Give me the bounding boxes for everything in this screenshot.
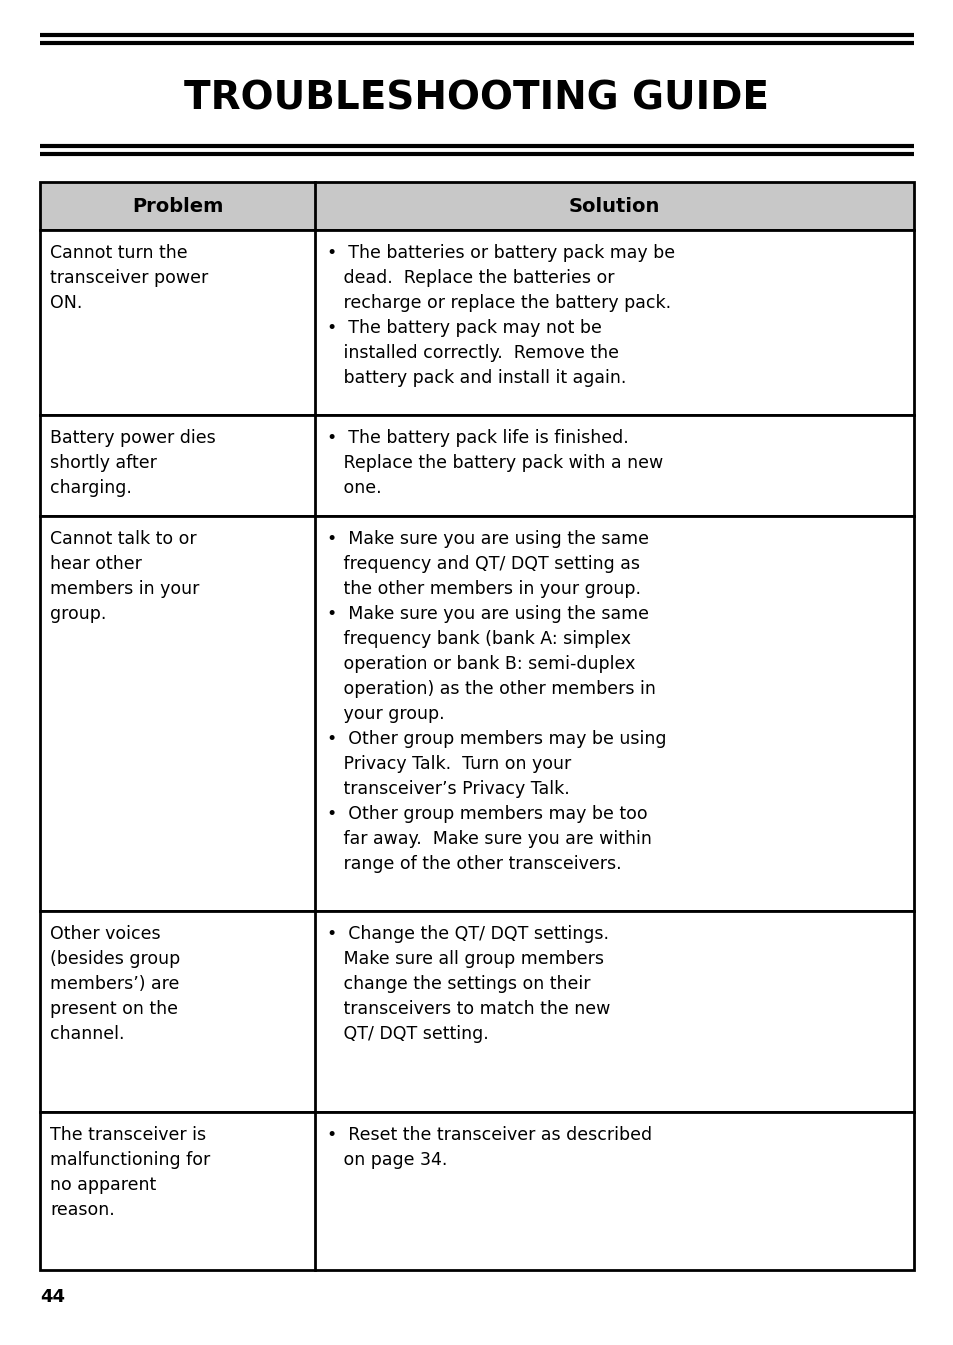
Text: The transceiver is
malfunctioning for
no apparent
reason.: The transceiver is malfunctioning for no… bbox=[50, 1126, 210, 1219]
Text: Other voices
(besides group
members’) are
present on the
channel.: Other voices (besides group members’) ar… bbox=[50, 925, 180, 1044]
Text: •  The battery pack life is finished.
   Replace the battery pack with a new
   : • The battery pack life is finished. Rep… bbox=[327, 429, 663, 498]
Bar bbox=[40, 182, 913, 230]
Text: Problem: Problem bbox=[132, 196, 223, 215]
Text: •  Change the QT/ DQT settings.
   Make sure all group members
   change the set: • Change the QT/ DQT settings. Make sure… bbox=[327, 925, 610, 1044]
Bar bbox=[40, 416, 913, 515]
Text: Battery power dies
shortly after
charging.: Battery power dies shortly after chargin… bbox=[50, 429, 215, 498]
Bar bbox=[40, 912, 913, 1112]
Bar bbox=[40, 1112, 913, 1270]
Text: TROUBLESHOOTING GUIDE: TROUBLESHOOTING GUIDE bbox=[184, 79, 769, 117]
Text: Cannot talk to or
hear other
members in your
group.: Cannot talk to or hear other members in … bbox=[50, 530, 199, 623]
Text: •  Make sure you are using the same
   frequency and QT/ DQT setting as
   the o: • Make sure you are using the same frequ… bbox=[327, 530, 666, 873]
Bar bbox=[40, 515, 913, 912]
Text: •  The batteries or battery pack may be
   dead.  Replace the batteries or
   re: • The batteries or battery pack may be d… bbox=[327, 243, 675, 387]
Text: 44: 44 bbox=[40, 1289, 65, 1306]
Text: Cannot turn the
transceiver power
ON.: Cannot turn the transceiver power ON. bbox=[50, 243, 208, 312]
Bar bbox=[40, 230, 913, 416]
Text: Solution: Solution bbox=[568, 196, 659, 215]
Text: •  Reset the transceiver as described
   on page 34.: • Reset the transceiver as described on … bbox=[327, 1126, 652, 1169]
